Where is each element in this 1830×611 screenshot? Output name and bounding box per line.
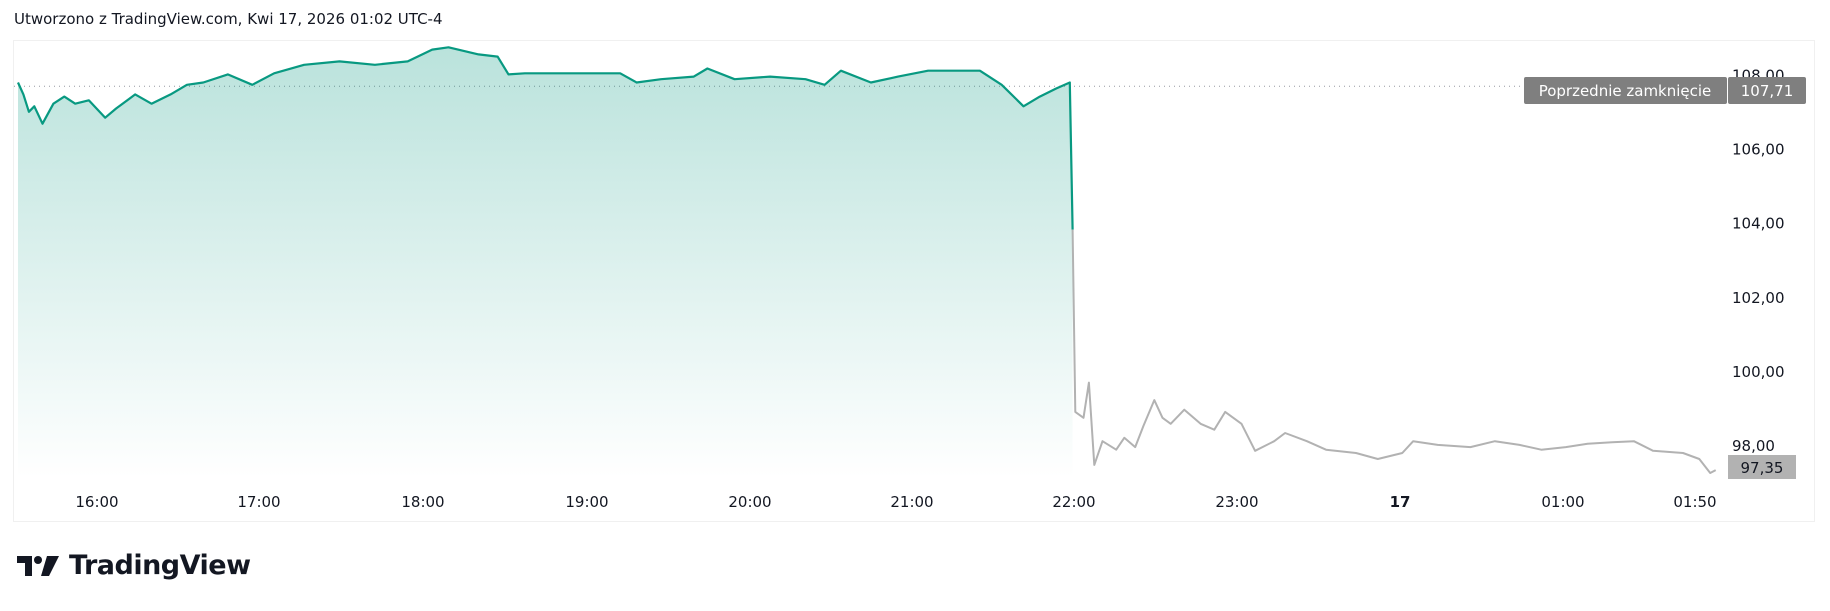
previous-close-label: Poprzednie zamknięcie xyxy=(1539,82,1712,100)
y-tick-label: 98,00 xyxy=(1732,437,1775,455)
chart-title: Utworzono z TradingView.com, Kwi 17, 202… xyxy=(14,10,443,28)
x-tick-label: 01:50 xyxy=(1673,493,1716,511)
extended-session-line xyxy=(1071,229,1717,474)
chart-frame xyxy=(13,40,1815,522)
y-tick-label: 100,00 xyxy=(1732,363,1785,381)
time-axis: 16:00 17:00 18:00 19:00 20:00 21:00 22:00 23:00… xyxy=(75,493,1716,511)
x-tick-label: 17 xyxy=(1390,493,1411,511)
regular-session-area xyxy=(17,47,1073,479)
x-tick-label: 20:00 xyxy=(728,493,771,511)
x-tick-label: 18:00 xyxy=(401,493,444,511)
x-tick-label: 23:00 xyxy=(1215,493,1258,511)
y-tick-label: 104,00 xyxy=(1732,215,1785,233)
previous-close-badge: Poprzednie zamknięcie 107,71 xyxy=(1524,77,1806,104)
tradingview-logo[interactable]: TradingView xyxy=(17,550,251,581)
x-tick-label: 17:00 xyxy=(237,493,280,511)
x-tick-label: 21:00 xyxy=(890,493,933,511)
last-price-badge: 97,35 xyxy=(1728,455,1796,479)
regular-session-line xyxy=(16,46,1074,230)
x-tick-label: 22:00 xyxy=(1052,493,1095,511)
x-tick-label: 16:00 xyxy=(75,493,118,511)
tradingview-logo-icon xyxy=(17,555,59,576)
logo-text: TradingView xyxy=(69,550,251,581)
last-price-value: 97,35 xyxy=(1741,459,1784,477)
previous-close-value: 107,71 xyxy=(1741,82,1794,100)
y-tick-label: 106,00 xyxy=(1732,141,1785,159)
x-tick-label: 01:00 xyxy=(1541,493,1584,511)
y-tick-label: 102,00 xyxy=(1732,289,1785,307)
x-tick-label: 19:00 xyxy=(565,493,608,511)
